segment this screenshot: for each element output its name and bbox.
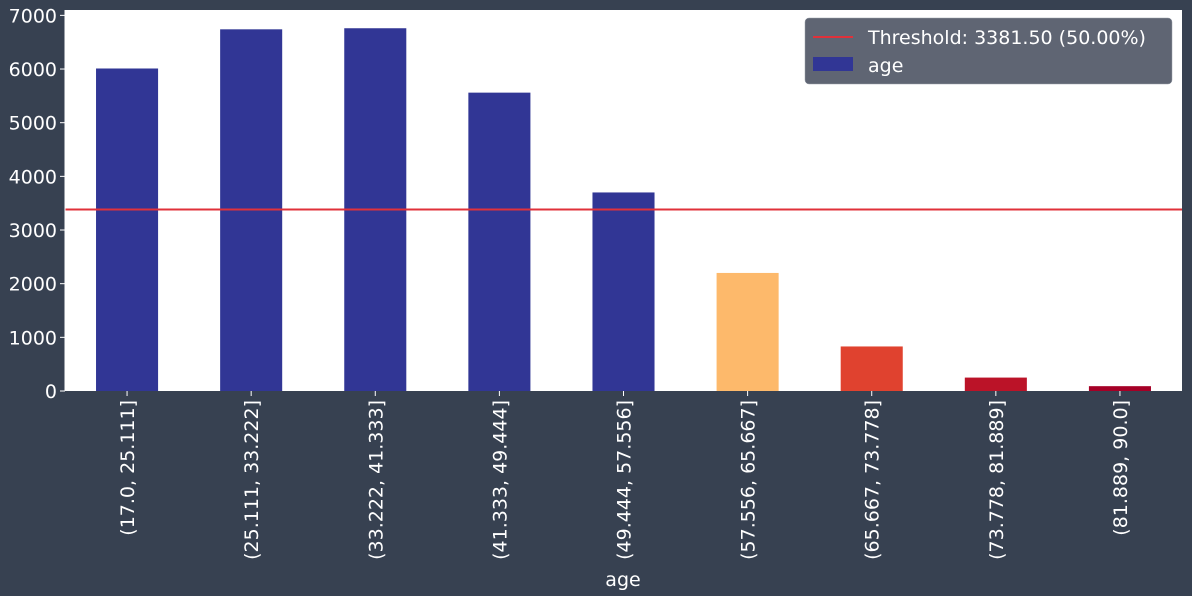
x-axis: (17.0, 25.111] (25.111, 33.222] (33.222, 4… [117, 391, 1132, 560]
y-tick-label: 7000 [9, 5, 57, 27]
y-tick-label: 1000 [9, 327, 57, 349]
legend: Threshold: 3381.50 (50.00%) age [804, 17, 1173, 85]
y-tick-label: 4000 [9, 166, 57, 188]
x-tick-label: (49.444, 57.556] [614, 400, 636, 560]
y-tick-label: 6000 [9, 59, 57, 81]
x-axis-title: age [605, 569, 640, 591]
bar [468, 92, 531, 391]
legend-age-swatch [813, 57, 853, 71]
x-tick-label: (17.0, 25.111] [117, 400, 139, 536]
x-tick-label: (57.556, 65.667] [738, 400, 760, 560]
y-axis: 0 1000 2000 3000 4000 5000 6000 7000 [9, 5, 66, 403]
bar [964, 377, 1027, 391]
legend-age-label: age [868, 55, 903, 77]
y-tick-label: 2000 [9, 274, 57, 296]
legend-box [804, 17, 1173, 85]
x-tick-label: (25.111, 33.222] [241, 400, 263, 560]
y-tick-label: 0 [45, 381, 57, 403]
y-tick-label: 5000 [9, 113, 57, 135]
bar [840, 346, 903, 391]
bar [96, 68, 159, 391]
x-tick-label: (73.778, 81.889] [986, 400, 1008, 560]
x-tick-label: (41.333, 49.444] [489, 400, 511, 560]
bar [592, 192, 655, 391]
bar [716, 272, 779, 391]
y-tick-label: 3000 [9, 220, 57, 242]
bar [1088, 386, 1151, 391]
x-tick-label: (33.222, 41.333] [365, 400, 387, 560]
x-tick-label: (81.889, 90.0] [1110, 400, 1132, 536]
x-tick-label: (65.667, 73.778] [862, 400, 884, 560]
legend-threshold-label: Threshold: 3381.50 (50.00%) [867, 27, 1146, 49]
